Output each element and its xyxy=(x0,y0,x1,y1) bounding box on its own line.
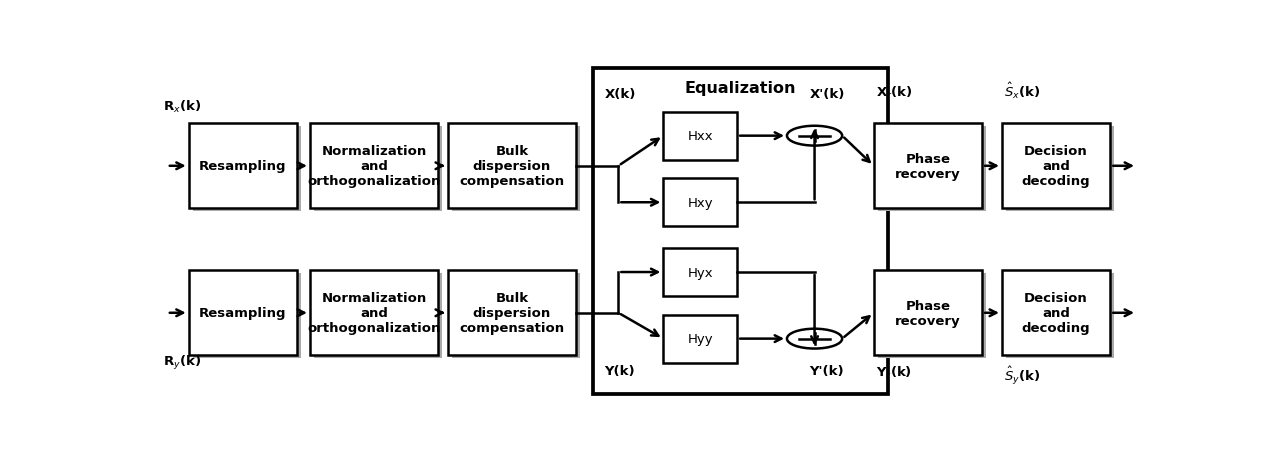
Text: Hyx: Hyx xyxy=(687,266,714,279)
Text: Bulk
dispersion
compensation: Bulk dispersion compensation xyxy=(459,291,565,335)
Text: Bulk
dispersion
compensation: Bulk dispersion compensation xyxy=(459,145,565,188)
Text: X'(k): X'(k) xyxy=(810,88,845,101)
Text: $\hat{S}_y$(k): $\hat{S}_y$(k) xyxy=(1004,364,1040,386)
Text: Normalization
and
orthogonalization: Normalization and orthogonalization xyxy=(308,145,440,188)
Bar xyxy=(310,124,438,209)
Text: Hxx: Hxx xyxy=(687,130,714,143)
Bar xyxy=(314,127,441,211)
Bar xyxy=(1006,127,1114,211)
Bar xyxy=(663,179,738,227)
Bar xyxy=(663,315,738,363)
Text: X$_r$(k): X$_r$(k) xyxy=(875,85,912,101)
Text: Equalization: Equalization xyxy=(684,81,796,96)
Text: Y'(k): Y'(k) xyxy=(810,364,845,377)
Bar xyxy=(663,112,738,160)
Text: Decision
and
decoding: Decision and decoding xyxy=(1021,291,1090,335)
Bar xyxy=(310,271,438,355)
Bar xyxy=(593,69,888,394)
Bar xyxy=(448,271,576,355)
Text: Hxy: Hxy xyxy=(687,196,714,209)
Text: Y$_r$(k): Y$_r$(k) xyxy=(875,364,912,381)
Text: R$_y$(k): R$_y$(k) xyxy=(163,354,201,372)
Bar xyxy=(314,273,441,358)
Text: Phase
recovery: Phase recovery xyxy=(895,152,960,180)
Text: Resampling: Resampling xyxy=(198,307,286,319)
Circle shape xyxy=(787,329,842,349)
Text: Resampling: Resampling xyxy=(198,160,286,173)
Bar xyxy=(192,127,301,211)
Text: R$_x$(k): R$_x$(k) xyxy=(163,99,201,115)
Bar xyxy=(192,273,301,358)
Bar xyxy=(1002,271,1110,355)
Bar xyxy=(188,124,298,209)
Text: Y(k): Y(k) xyxy=(604,364,635,377)
Circle shape xyxy=(787,127,842,146)
Text: Decision
and
decoding: Decision and decoding xyxy=(1021,145,1090,188)
Bar xyxy=(874,271,982,355)
Bar xyxy=(878,273,986,358)
Bar xyxy=(663,249,738,297)
Bar xyxy=(452,273,580,358)
Text: $\hat{S}_x$(k): $\hat{S}_x$(k) xyxy=(1004,81,1040,101)
Text: Hyy: Hyy xyxy=(687,332,714,345)
Bar xyxy=(1006,273,1114,358)
Bar xyxy=(1002,124,1110,209)
Text: Normalization
and
orthogonalization: Normalization and orthogonalization xyxy=(308,291,440,335)
Bar xyxy=(878,127,986,211)
Bar xyxy=(188,271,298,355)
Bar xyxy=(448,124,576,209)
Bar xyxy=(874,124,982,209)
Text: X(k): X(k) xyxy=(604,88,636,101)
Bar xyxy=(452,127,580,211)
Text: Phase
recovery: Phase recovery xyxy=(895,299,960,327)
